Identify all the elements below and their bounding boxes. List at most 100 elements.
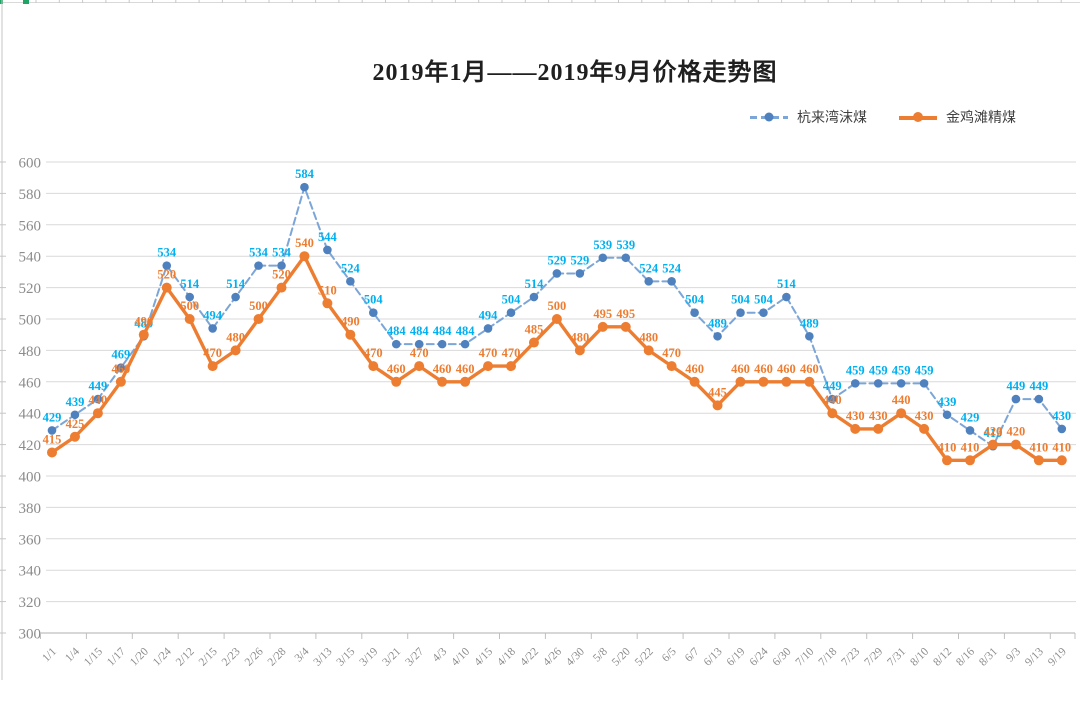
svg-text:459: 459 [846,363,865,377]
svg-text:410: 410 [1052,440,1071,454]
sheet-edge-remnant [0,0,1080,4]
svg-text:544: 544 [318,230,338,244]
svg-text:445: 445 [708,385,727,399]
svg-text:495: 495 [616,307,635,321]
svg-text:3/15: 3/15 [335,645,358,668]
svg-text:6/7: 6/7 [683,645,702,664]
svg-text:9/3: 9/3 [1004,645,1023,664]
legend-label-hanglaiwan: 杭来湾沫煤 [797,111,867,126]
svg-text:440: 440 [19,407,42,423]
x-axis-labels: 1/1 1/4 1/15 1/17 1/20 1/24 2/12 2/15 2/23 2/26 2/… [40,645,1069,668]
svg-text:460: 460 [754,362,773,376]
svg-text:3/4: 3/4 [293,645,312,664]
svg-text:520: 520 [157,268,176,282]
svg-text:500: 500 [19,313,42,329]
svg-text:2/23: 2/23 [220,645,243,668]
svg-text:439: 439 [66,395,85,409]
svg-text:2/15: 2/15 [197,645,220,668]
svg-text:460: 460 [387,362,406,376]
x-axis [40,632,1076,639]
svg-text:489: 489 [800,316,819,330]
svg-text:524: 524 [341,261,361,275]
svg-text:429: 429 [961,410,980,424]
legend-item-hanglaiwan: 杭来湾沫煤 [750,107,867,127]
svg-text:1/4: 1/4 [63,645,82,664]
svg-text:514: 514 [777,277,797,291]
svg-text:410: 410 [961,440,980,454]
svg-text:484: 484 [387,324,407,338]
svg-text:420: 420 [984,425,1003,439]
svg-text:9/19: 9/19 [1046,645,1069,668]
svg-text:1/20: 1/20 [128,645,151,668]
chart-title: 2019年1月——2019年9月价格走势图 [372,60,778,86]
svg-text:410: 410 [938,440,957,454]
svg-text:480: 480 [570,330,589,344]
svg-text:1/24: 1/24 [151,645,174,668]
svg-text:560: 560 [19,218,42,234]
svg-text:500: 500 [180,299,199,313]
svg-text:440: 440 [823,393,842,407]
svg-text:2/26: 2/26 [243,645,266,668]
svg-text:580: 580 [19,187,42,203]
svg-text:425: 425 [66,417,85,431]
svg-text:490: 490 [341,315,360,329]
svg-text:504: 504 [685,293,705,307]
svg-text:600: 600 [19,156,42,172]
svg-text:7/10: 7/10 [794,645,817,668]
svg-text:420: 420 [1007,425,1026,439]
svg-text:524: 524 [639,261,659,275]
svg-text:3/21: 3/21 [380,645,403,668]
svg-text:480: 480 [639,330,658,344]
svg-text:539: 539 [593,238,612,252]
svg-text:410: 410 [1029,440,1048,454]
svg-text:430: 430 [869,409,888,423]
svg-text:470: 470 [364,346,383,360]
svg-text:490: 490 [134,315,153,329]
svg-text:439: 439 [938,395,957,409]
svg-text:485: 485 [525,323,544,337]
y-axis [0,0,6,680]
svg-text:419: 419 [984,426,1003,440]
svg-text:8/10: 8/10 [908,645,931,668]
svg-text:1/17: 1/17 [105,645,128,668]
svg-text:360: 360 [19,532,42,548]
svg-text:540: 540 [295,236,314,250]
series-1-orange: 415 425 440 460 490 520 500 470 480 500 520 540 510 4… [43,236,1071,466]
svg-text:4/3: 4/3 [430,645,449,664]
svg-text:440: 440 [89,393,108,407]
svg-text:504: 504 [502,293,522,307]
svg-text:7/29: 7/29 [862,645,885,668]
svg-text:459: 459 [869,363,888,377]
svg-text:480: 480 [226,330,245,344]
svg-text:7/31: 7/31 [885,645,908,668]
svg-text:8/31: 8/31 [977,645,1000,668]
legend-orange-dot-icon [913,112,923,122]
svg-text:470: 470 [662,346,681,360]
svg-text:460: 460 [731,362,750,376]
svg-text:5/22: 5/22 [633,645,656,668]
svg-text:449: 449 [823,379,842,393]
svg-text:470: 470 [410,346,429,360]
svg-text:6/19: 6/19 [725,645,748,668]
svg-text:3/27: 3/27 [403,645,426,668]
svg-text:460: 460 [800,362,819,376]
svg-text:6/13: 6/13 [702,645,725,668]
svg-text:470: 470 [203,346,222,360]
svg-text:449: 449 [1029,379,1048,393]
svg-text:504: 504 [754,293,774,307]
svg-text:1/15: 1/15 [82,645,105,668]
svg-text:8/12: 8/12 [931,645,954,668]
svg-text:514: 514 [226,277,246,291]
svg-text:510: 510 [318,283,337,297]
svg-text:540: 540 [19,250,42,266]
svg-text:484: 484 [456,324,476,338]
svg-text:459: 459 [915,363,934,377]
svg-text:4/30: 4/30 [564,645,587,668]
svg-text:3/13: 3/13 [312,645,335,668]
svg-text:6/30: 6/30 [771,645,794,668]
svg-text:489: 489 [708,316,727,330]
svg-text:495: 495 [593,307,612,321]
svg-text:4/22: 4/22 [518,645,541,668]
